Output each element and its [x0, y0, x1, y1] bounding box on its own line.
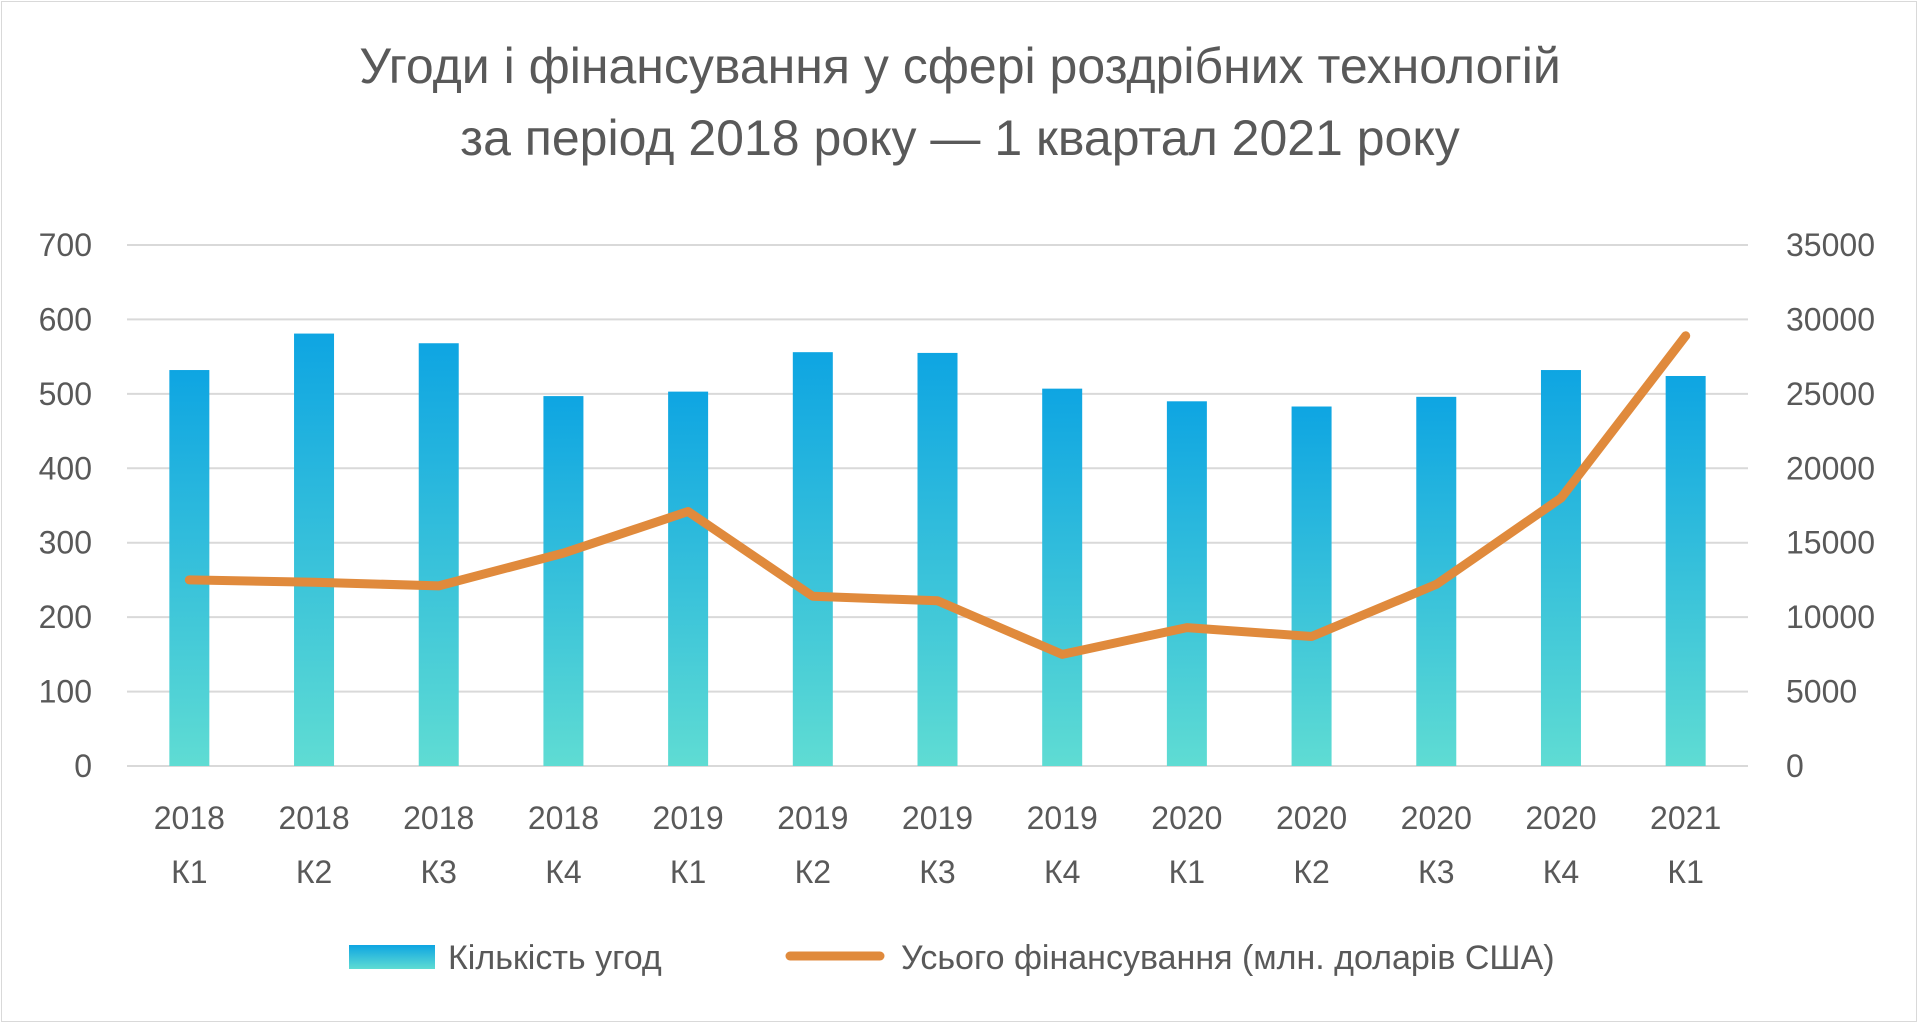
y-left-tick-label: 100 — [39, 674, 92, 710]
y-axis-left: 0 100 200 300 400 500 600 700 — [39, 227, 92, 784]
x-tick-label-year: 2019 — [902, 800, 973, 836]
x-tick-label-quarter: К1 — [171, 854, 207, 890]
bar — [294, 333, 335, 766]
y-left-tick-label: 400 — [39, 450, 92, 486]
x-tick-label: 2018 К4 — [528, 800, 599, 890]
bar — [169, 370, 210, 766]
x-tick-label: 2019 К4 — [1027, 800, 1098, 890]
x-tick-label: 2019 К1 — [653, 800, 724, 890]
legend-label-line: Усього фінансування (млн. доларів США) — [901, 939, 1555, 977]
bar — [418, 343, 459, 766]
y-left-tick-label: 300 — [39, 525, 92, 561]
y-left-tick-label: 500 — [39, 376, 92, 412]
bar — [1166, 401, 1207, 766]
x-tick-label: 2018 К2 — [278, 800, 349, 890]
bar — [917, 352, 958, 766]
x-tick-label-year: 2020 — [1276, 800, 1347, 836]
y-right-tick-label: 30000 — [1786, 301, 1875, 337]
x-tick-label-year: 2018 — [154, 800, 225, 836]
y-right-tick-label: 20000 — [1786, 450, 1875, 486]
x-tick-label-quarter: К4 — [1543, 854, 1579, 890]
x-tick-label-quarter: К2 — [296, 854, 332, 890]
x-tick-label-year: 2019 — [777, 800, 848, 836]
x-tick-label: 2021 К1 — [1650, 800, 1721, 890]
x-tick-label-quarter: К3 — [421, 854, 457, 890]
y-right-tick-label: 5000 — [1786, 674, 1857, 710]
x-tick-label: 2020 К4 — [1525, 800, 1596, 890]
x-tick-label: 2020 К3 — [1401, 800, 1472, 890]
x-tick-label-quarter: К1 — [670, 854, 706, 890]
x-tick-label: 2019 К3 — [902, 800, 973, 890]
x-tick-label-quarter: К2 — [1293, 854, 1329, 890]
x-tick-label-quarter: К4 — [1044, 854, 1080, 890]
x-tick-label-year: 2019 — [653, 800, 724, 836]
y-left-tick-label: 700 — [39, 227, 92, 263]
y-right-tick-label: 0 — [1786, 748, 1804, 784]
bar — [792, 352, 833, 766]
x-tick-label-year: 2020 — [1525, 800, 1596, 836]
bar — [1291, 406, 1332, 766]
x-tick-label: 2020 К2 — [1276, 800, 1347, 890]
y-left-tick-label: 600 — [39, 301, 92, 337]
legend-label-bars: Кількість угод — [448, 939, 662, 977]
y-right-tick-label: 10000 — [1786, 599, 1875, 635]
chart-title-line-2: за період 2018 року — 1 квартал 2021 рок… — [460, 110, 1460, 166]
x-tick-label: 2020 К1 — [1151, 800, 1222, 890]
chart-title-line-1: Угоди і фінансування у сфері роздрібних … — [359, 38, 1561, 94]
x-tick-label-quarter: К4 — [545, 854, 581, 890]
x-tick-label: 2018 К3 — [403, 800, 474, 890]
y-right-tick-label: 15000 — [1786, 525, 1875, 561]
bar-series — [169, 333, 1706, 766]
y-right-tick-label: 35000 — [1786, 227, 1875, 263]
x-tick-label-year: 2018 — [403, 800, 474, 836]
bar — [1042, 388, 1083, 766]
y-left-tick-label: 0 — [74, 748, 92, 784]
y-right-tick-label: 25000 — [1786, 376, 1875, 412]
bar — [543, 396, 584, 766]
chart-title: Угоди і фінансування у сфері роздрібних … — [0, 30, 1920, 174]
legend-swatch-bars — [349, 945, 435, 969]
x-tick-label-year: 2020 — [1151, 800, 1222, 836]
x-tick-label-quarter: К1 — [1667, 854, 1703, 890]
bar — [1540, 370, 1581, 766]
x-tick-label-quarter: К2 — [795, 854, 831, 890]
x-tick-label-quarter: К3 — [919, 854, 955, 890]
line-series — [184, 331, 1691, 659]
y-left-tick-label: 200 — [39, 599, 92, 635]
bar — [668, 391, 709, 766]
x-tick-label-quarter: К1 — [1169, 854, 1205, 890]
x-tick-label-year: 2018 — [528, 800, 599, 836]
x-tick-label-year: 2018 — [278, 800, 349, 836]
x-tick-label: 2019 К2 — [777, 800, 848, 890]
y-axis-right: 0 5000 10000 15000 20000 25000 30000 35000 — [1786, 227, 1875, 784]
x-tick-label-year: 2019 — [1027, 800, 1098, 836]
bar — [1665, 375, 1706, 766]
x-tick-label-year: 2021 — [1650, 800, 1721, 836]
x-tick-label-year: 2020 — [1401, 800, 1472, 836]
x-tick-label-quarter: К3 — [1418, 854, 1454, 890]
legend: Кількість угод Усього фінансування (млн.… — [349, 939, 1555, 977]
x-tick-label: 2018 К1 — [154, 800, 225, 890]
